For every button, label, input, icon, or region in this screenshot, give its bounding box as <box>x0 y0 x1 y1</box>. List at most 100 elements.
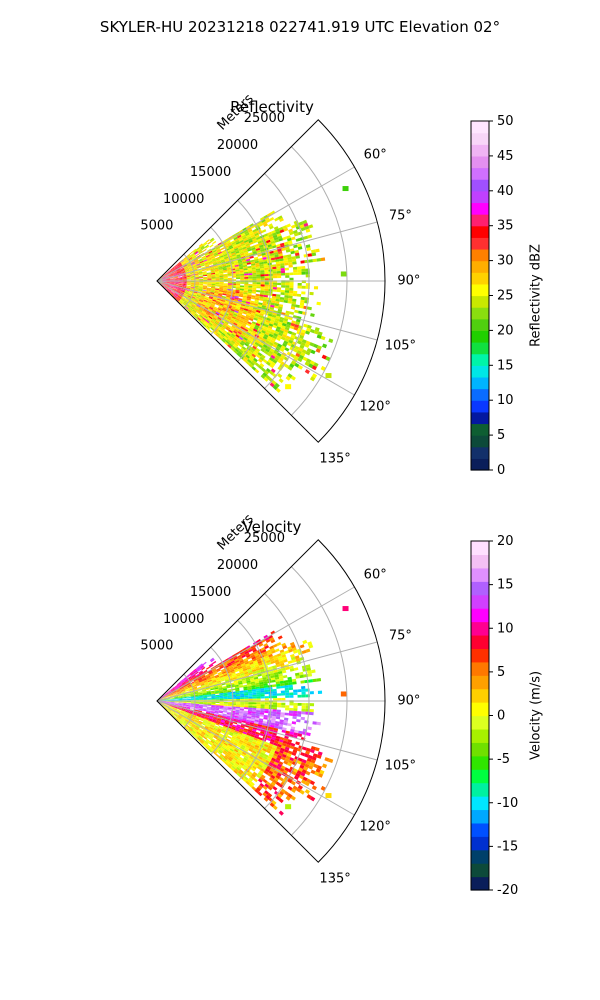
radar-cell <box>315 768 321 773</box>
radar-cell <box>263 746 268 750</box>
radar-cell <box>181 271 186 274</box>
radar-cell <box>170 267 174 270</box>
radar-cell <box>190 692 195 695</box>
radar-cell <box>265 657 270 662</box>
radar-cell <box>246 245 251 249</box>
radar-cell <box>180 269 185 272</box>
radar-cell <box>248 230 254 235</box>
radar-cell <box>213 262 218 266</box>
radar-cell <box>190 273 195 275</box>
radar-cell <box>211 705 216 708</box>
radar-cell <box>225 333 230 338</box>
radar-cell <box>219 313 224 317</box>
colorbar-tick-label: 40 <box>497 184 514 199</box>
radar-cell <box>239 738 245 742</box>
radar-cell <box>181 271 186 274</box>
radar-cell <box>192 676 197 680</box>
radar-cell <box>213 251 218 254</box>
radar-cell <box>209 305 214 309</box>
radar-cell <box>194 671 198 675</box>
radar-cell <box>219 284 224 286</box>
radar-cell <box>249 326 254 331</box>
radar-cell <box>278 657 284 662</box>
radar-cell <box>251 685 256 688</box>
radar-cell <box>222 292 227 295</box>
radar-cell <box>238 298 243 301</box>
radar-cell <box>232 304 237 308</box>
radar-cell <box>190 298 195 301</box>
radar-cell <box>224 677 229 681</box>
radar-cell <box>248 328 253 333</box>
radar-cell <box>223 701 228 704</box>
radar-cell <box>227 697 232 700</box>
radar-cell <box>172 691 177 694</box>
radar-cell <box>246 656 252 660</box>
radar-cell <box>285 730 291 734</box>
colorbar-segment <box>471 702 489 717</box>
radar-cell <box>250 665 256 669</box>
radar-cell <box>178 705 183 707</box>
azimuth-spoke <box>156 641 378 702</box>
radar-cell <box>285 795 291 801</box>
radar-cell <box>258 242 263 246</box>
radar-cell <box>257 738 262 743</box>
radar-cell <box>242 743 247 747</box>
radar-cell <box>204 314 209 318</box>
radar-cell <box>166 282 171 284</box>
radar-cell <box>202 690 207 692</box>
radar-cell <box>219 704 224 706</box>
radar-cell <box>188 687 193 690</box>
radar-cell <box>302 776 308 782</box>
azimuth-tick-label: 105° <box>385 759 416 774</box>
radar-cell <box>211 702 216 705</box>
radar-cell <box>296 293 302 297</box>
radar-cell <box>225 738 231 742</box>
radar-cell <box>295 238 301 242</box>
radar-cell <box>191 296 196 299</box>
radar-cell <box>304 781 310 787</box>
radar-cell <box>223 723 229 726</box>
radar-cell <box>197 248 202 252</box>
radar-cell <box>252 690 257 694</box>
radar-cell <box>251 267 256 270</box>
radar-cell <box>198 670 203 674</box>
radar-cell <box>186 702 191 703</box>
radar-cell <box>276 709 281 713</box>
radar-cell <box>164 286 169 289</box>
radar-cell <box>236 725 241 729</box>
radar-cell <box>228 235 233 240</box>
radar-cell <box>282 727 287 731</box>
radar-cell <box>192 293 197 296</box>
radar-cell <box>168 270 172 274</box>
range-tick-label: 5000 <box>140 639 173 654</box>
radar-cell <box>247 294 252 297</box>
radar-cell <box>201 247 206 251</box>
radar-cell <box>214 290 219 293</box>
radar-cell <box>245 341 250 346</box>
radar-cell <box>207 281 212 283</box>
radar-cell <box>236 346 241 351</box>
radar-cell <box>176 298 180 302</box>
radar-cell <box>211 730 216 734</box>
radar-cell <box>308 679 313 683</box>
radar-cell <box>297 694 302 698</box>
radar-cell <box>183 721 188 725</box>
radar-cell <box>238 658 244 662</box>
radar-cell <box>237 236 243 240</box>
radar-cell <box>217 751 222 755</box>
radar-cell <box>223 693 228 696</box>
radar-cell <box>209 725 214 729</box>
radar-cell <box>209 314 214 319</box>
radar-cell <box>263 214 269 219</box>
radar-cell <box>191 305 195 309</box>
radar-cell <box>194 691 199 694</box>
radar-cell <box>206 708 211 711</box>
radar-cell <box>186 286 191 288</box>
azimuth-tick-label: 75° <box>389 628 412 643</box>
radar-cell <box>237 338 243 342</box>
radar-cell <box>164 286 168 290</box>
radar-cell <box>256 236 261 241</box>
radar-cell <box>195 698 200 700</box>
radar-cell <box>275 795 281 801</box>
radar-cell <box>200 246 205 250</box>
